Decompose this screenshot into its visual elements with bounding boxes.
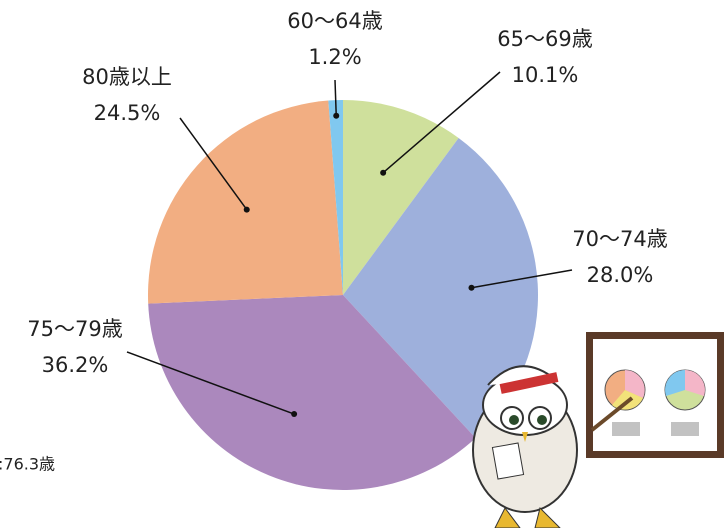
value-label: 10.1%	[512, 63, 579, 87]
slice-label: 80歳以上	[82, 65, 172, 89]
board-text	[671, 422, 699, 436]
board-text	[612, 422, 640, 436]
leader-dot	[244, 207, 250, 213]
leader-dot	[468, 285, 474, 291]
leader-dot	[380, 170, 386, 176]
owl-pupil	[509, 415, 519, 425]
value-label: 28.0%	[587, 263, 654, 287]
leader-dot	[333, 113, 339, 119]
value-label: 1.2%	[308, 45, 361, 69]
slice-label: 75〜79歳	[27, 317, 122, 341]
value-label: 36.2%	[42, 353, 109, 377]
leader-dot	[291, 411, 297, 417]
owl-pupil	[537, 415, 547, 425]
note: :76.3歳	[0, 455, 55, 474]
slice-label: 60〜64歳	[287, 9, 382, 33]
pie-slice	[148, 101, 343, 304]
owl-paper	[492, 443, 523, 479]
slice-label: 70〜74歳	[572, 227, 667, 251]
value-label: 24.5%	[94, 101, 161, 125]
chart: :76.3歳 65〜69歳 10.1% 70〜74歳 28.0% 75〜79歳 36.2%…	[0, 0, 726, 528]
slice-label: 65〜69歳	[497, 27, 592, 51]
